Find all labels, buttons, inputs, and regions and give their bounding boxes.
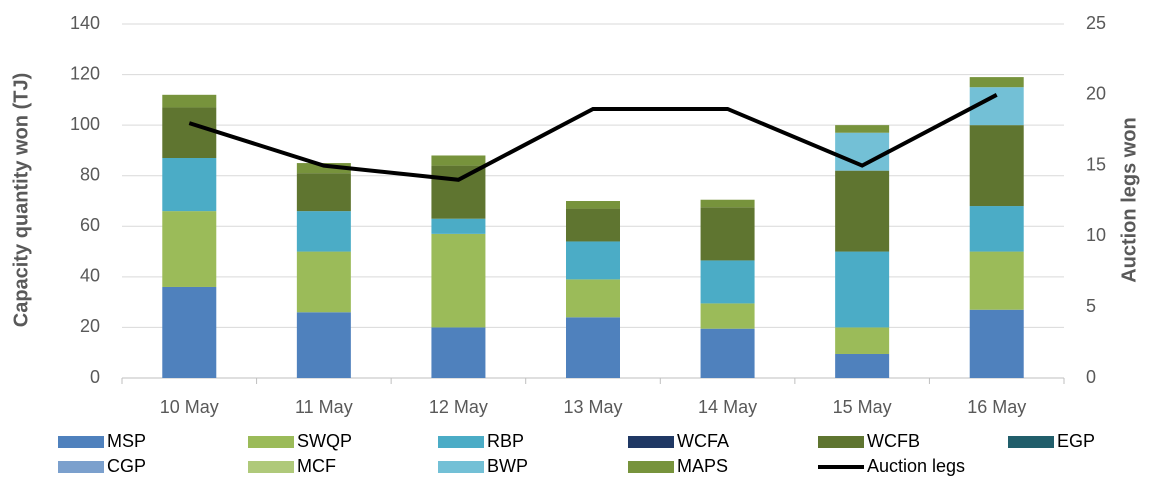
bar-segment xyxy=(835,125,890,133)
y2-tick-label: 10 xyxy=(1086,225,1106,245)
bar-segment xyxy=(431,155,486,166)
x-tick-label: 12 May xyxy=(429,397,488,417)
y-tick-label: 120 xyxy=(70,63,100,83)
bar-segment xyxy=(969,206,1024,252)
legend-swatch xyxy=(58,461,104,473)
bar-segment xyxy=(969,309,1024,378)
bar-segment xyxy=(296,163,351,174)
bar-segment xyxy=(431,233,486,328)
bar-segment xyxy=(162,107,217,159)
bar-segment xyxy=(835,327,890,354)
legend-label: MAPS xyxy=(677,456,728,476)
bar-segment xyxy=(969,251,1024,310)
bar-segment xyxy=(835,251,890,328)
legend-label: BWP xyxy=(487,456,528,476)
bar-segment xyxy=(296,173,351,212)
y-tick-label: 20 xyxy=(80,316,100,336)
legend-label: WCFA xyxy=(677,431,729,451)
bar-segment xyxy=(162,158,217,212)
bar-segment xyxy=(431,218,486,234)
legend-label: EGP xyxy=(1057,431,1095,451)
bar-segment xyxy=(566,241,620,280)
bar-segment xyxy=(566,279,620,318)
legend-swatch xyxy=(1008,436,1054,448)
y-tick-label: 60 xyxy=(80,215,100,235)
bar-segment xyxy=(969,77,1024,88)
y-tick-label: 0 xyxy=(90,367,100,387)
x-tick-label: 10 May xyxy=(160,397,219,417)
y-tick-label: 100 xyxy=(70,114,100,134)
x-tick-label: 11 May xyxy=(295,397,353,417)
y-axis-title: Capacity quantity won (TJ) xyxy=(10,73,32,327)
bar-segment xyxy=(431,327,486,378)
bar-segment xyxy=(566,208,620,242)
x-tick-label: 13 May xyxy=(563,397,622,417)
bar-segment xyxy=(296,211,351,252)
y2-tick-label: 0 xyxy=(1086,367,1096,387)
y-tick-label: 140 xyxy=(70,13,100,33)
y2-tick-label: 20 xyxy=(1086,84,1106,104)
legend-label: MSP xyxy=(107,431,146,451)
bar-segment xyxy=(700,328,755,378)
bar-segment xyxy=(835,353,890,378)
y-tick-label: 80 xyxy=(80,164,100,184)
y2-axis-title: Auction legs won xyxy=(1118,117,1140,283)
x-tick-label: 15 May xyxy=(833,397,892,417)
y2-tick-label: 15 xyxy=(1086,154,1106,174)
bar-segment xyxy=(431,165,486,219)
y-tick-label: 40 xyxy=(80,266,100,286)
bar-segment xyxy=(700,260,755,304)
bar-segment xyxy=(162,286,217,378)
x-tick-label: 14 May xyxy=(698,397,757,417)
bar-segment xyxy=(835,170,890,252)
legend-label: Auction legs xyxy=(867,456,965,476)
legend-label: CGP xyxy=(107,456,146,476)
y2-tick-label: 25 xyxy=(1086,13,1106,33)
bar-segment xyxy=(969,125,1024,207)
legend-swatch xyxy=(818,436,864,448)
bar-segment xyxy=(700,207,755,261)
x-tick-label: 16 May xyxy=(967,397,1026,417)
legend-swatch xyxy=(438,436,484,448)
bar-segment xyxy=(700,303,755,329)
bar-segment xyxy=(566,317,620,378)
legend-label: WCFB xyxy=(867,431,920,451)
legend-swatch xyxy=(438,461,484,473)
legend-swatch xyxy=(628,436,674,448)
legend-label: RBP xyxy=(487,431,524,451)
legend-swatch xyxy=(58,436,104,448)
y2-tick-label: 5 xyxy=(1086,296,1096,316)
legend-swatch xyxy=(248,461,294,473)
line-series xyxy=(188,93,998,182)
bar-segment xyxy=(566,201,620,209)
bar-segment xyxy=(296,251,351,313)
bar-segment xyxy=(296,312,351,378)
bar-segment xyxy=(162,94,217,108)
legend-label: MCF xyxy=(297,456,336,476)
legend-swatch xyxy=(248,436,294,448)
legend-swatch xyxy=(628,461,674,473)
legend-label: SWQP xyxy=(297,431,352,451)
bar-segment xyxy=(700,199,755,208)
bar-segment xyxy=(162,211,217,287)
